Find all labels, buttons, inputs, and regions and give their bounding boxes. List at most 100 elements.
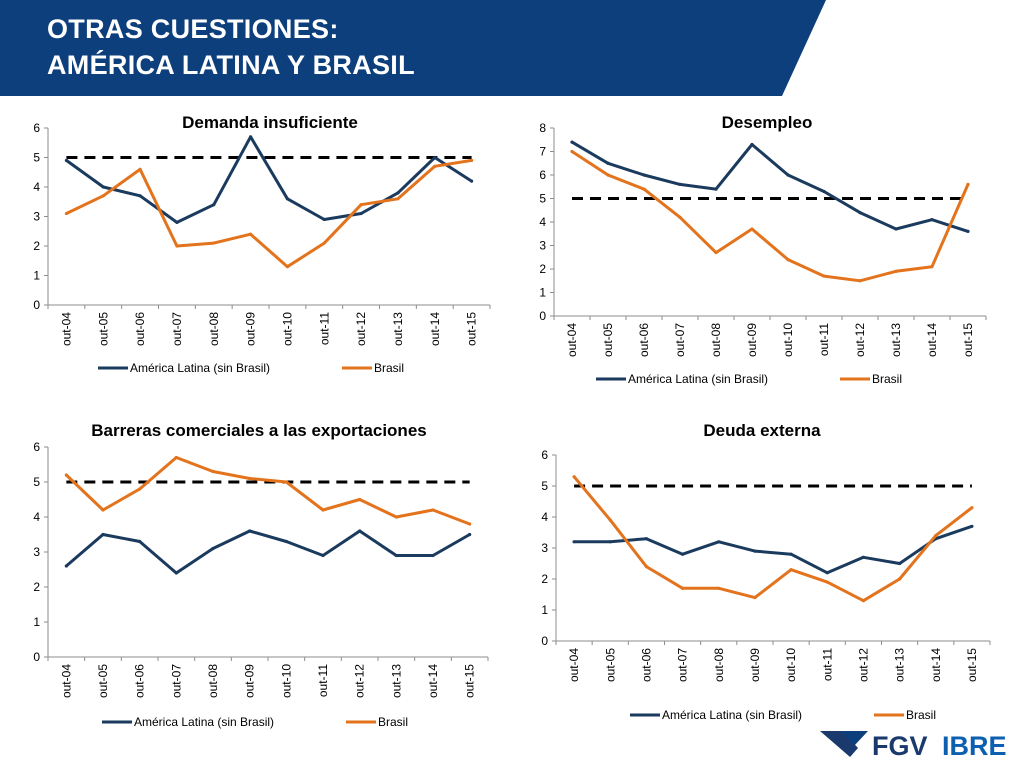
data-point-america-latina (897, 561, 902, 566)
y-tick-label: 5 (33, 151, 40, 165)
data-point-brasil (897, 577, 902, 581)
data-point-america-latina (858, 211, 862, 215)
y-tick-label: 0 (541, 634, 548, 648)
data-point-brasil (359, 203, 363, 207)
data-point-brasil (64, 211, 69, 216)
x-tick-label: out-09 (745, 323, 759, 357)
data-point-brasil (642, 187, 646, 191)
x-tick-label: out-07 (169, 664, 183, 698)
data-point-brasil (934, 534, 938, 538)
data-point-america-latina (789, 552, 793, 556)
series-line-america-latina (571, 140, 969, 233)
x-tick-label: out-12 (856, 648, 870, 682)
x-tick-label: out-10 (784, 648, 798, 682)
data-point-america-latina (248, 529, 252, 533)
logo-ibre: IBRE (942, 731, 1007, 760)
x-tick-label: out-07 (676, 648, 690, 682)
data-point-brasil (680, 586, 685, 590)
data-point-brasil (211, 469, 215, 474)
data-point-america-latina (894, 227, 898, 231)
x-tick-label: out-06 (639, 648, 653, 682)
x-tick-label: out-10 (279, 664, 293, 698)
x-tick-label: out-11 (817, 323, 831, 356)
x-tick-label: out-05 (96, 664, 110, 698)
x-tick-label: out-13 (389, 664, 403, 698)
data-point-brasil (394, 515, 398, 519)
x-tick-label: out-13 (893, 648, 907, 682)
data-point-america-latina (322, 217, 326, 222)
data-point-america-latina (64, 158, 69, 163)
data-point-brasil (858, 279, 862, 283)
y-tick-label: 6 (541, 448, 548, 462)
x-tick-label: out-05 (603, 648, 617, 682)
data-point-brasil (396, 197, 400, 201)
x-tick-label: out-04 (59, 312, 73, 346)
y-tick-label: 1 (539, 286, 546, 300)
y-tick-label: 6 (33, 440, 40, 454)
legend-label-brasil: Brasil (872, 372, 902, 386)
data-point-america-latina (359, 211, 363, 216)
data-point-brasil (861, 599, 866, 603)
page-title-line-1: OTRAS CUESTIONES: (47, 14, 339, 44)
data-point-america-latina (284, 539, 288, 544)
y-tick-label: 0 (33, 650, 40, 664)
legend-label-america-latina: América Latina (sin Brasil) (130, 361, 270, 375)
data-point-america-latina (606, 161, 610, 165)
y-tick-label: 4 (541, 510, 548, 524)
y-tick-label: 0 (539, 309, 546, 323)
data-point-america-latina (431, 553, 435, 558)
data-point-brasil (753, 596, 757, 600)
data-point-brasil (433, 164, 437, 168)
chart-svg: Demanda insuficiente 0 1 2 3 4 5 6 out-04 out-05 o… (33, 113, 491, 375)
series-line-america-latina (574, 524, 973, 575)
data-point-america-latina (753, 549, 757, 553)
x-tick-label: out-04 (567, 648, 581, 682)
series-line-brasil (65, 456, 471, 526)
y-tick-label: 3 (33, 210, 40, 224)
data-point-america-latina (394, 553, 398, 558)
x-tick-label: out-11 (316, 664, 330, 697)
x-tick-label: out-04 (565, 323, 579, 357)
data-point-brasil (606, 173, 610, 177)
x-tick-label: out-09 (244, 312, 258, 346)
data-point-brasil (358, 497, 362, 502)
y-tick-label: 2 (541, 572, 548, 586)
x-tick-label: out-06 (133, 664, 147, 698)
chart-svg: Deuda externa 0 1 2 3 4 5 6 out-04 out-05 out-06 ou… (541, 421, 991, 722)
x-tick-label: out-06 (637, 323, 651, 357)
data-point-america-latina (970, 524, 974, 528)
y-tick-label: 5 (33, 475, 40, 489)
y-tick-label: 7 (539, 145, 546, 159)
x-tick-label: out-05 (96, 312, 110, 346)
data-point-america-latina (822, 189, 826, 194)
y-tick-label: 4 (33, 180, 40, 194)
data-point-america-latina (750, 142, 754, 147)
y-tick-label: 2 (33, 239, 40, 253)
data-point-brasil (248, 232, 253, 236)
data-point-america-latina (966, 229, 970, 233)
data-point-brasil (64, 473, 68, 477)
data-point-brasil (138, 167, 142, 171)
x-tick-label: out-15 (961, 323, 975, 357)
data-point-america-latina (861, 555, 866, 559)
data-point-brasil (175, 244, 179, 248)
y-tick-label: 2 (33, 580, 40, 594)
data-point-brasil (789, 568, 793, 572)
data-point-brasil (970, 506, 974, 510)
x-tick-label: out-13 (391, 312, 405, 346)
x-tick-label: out-04 (59, 664, 73, 698)
data-point-brasil (966, 182, 970, 186)
data-point-america-latina (212, 203, 216, 207)
y-tick-label: 4 (539, 215, 546, 229)
x-tick-label: out-07 (170, 312, 184, 346)
chart-demanda-insuficiente: Demanda insuficiente 0 1 2 3 4 5 6 out-04 out-05 o… (20, 108, 510, 384)
x-tick-label: out-06 (133, 312, 147, 346)
x-tick-label: out-14 (428, 312, 442, 346)
data-point-america-latina (138, 539, 142, 544)
chart-svg: Desempleo 0 1 2 3 4 5 6 7 8 out-04 out-05 out-06 out-… (539, 113, 987, 386)
legend-label-america-latina: América Latina (sin Brasil) (628, 372, 768, 386)
data-point-america-latina (211, 546, 215, 551)
data-point-america-latina (248, 135, 253, 139)
data-point-america-latina (714, 187, 718, 191)
chart-title: Demanda insuficiente (182, 113, 358, 132)
